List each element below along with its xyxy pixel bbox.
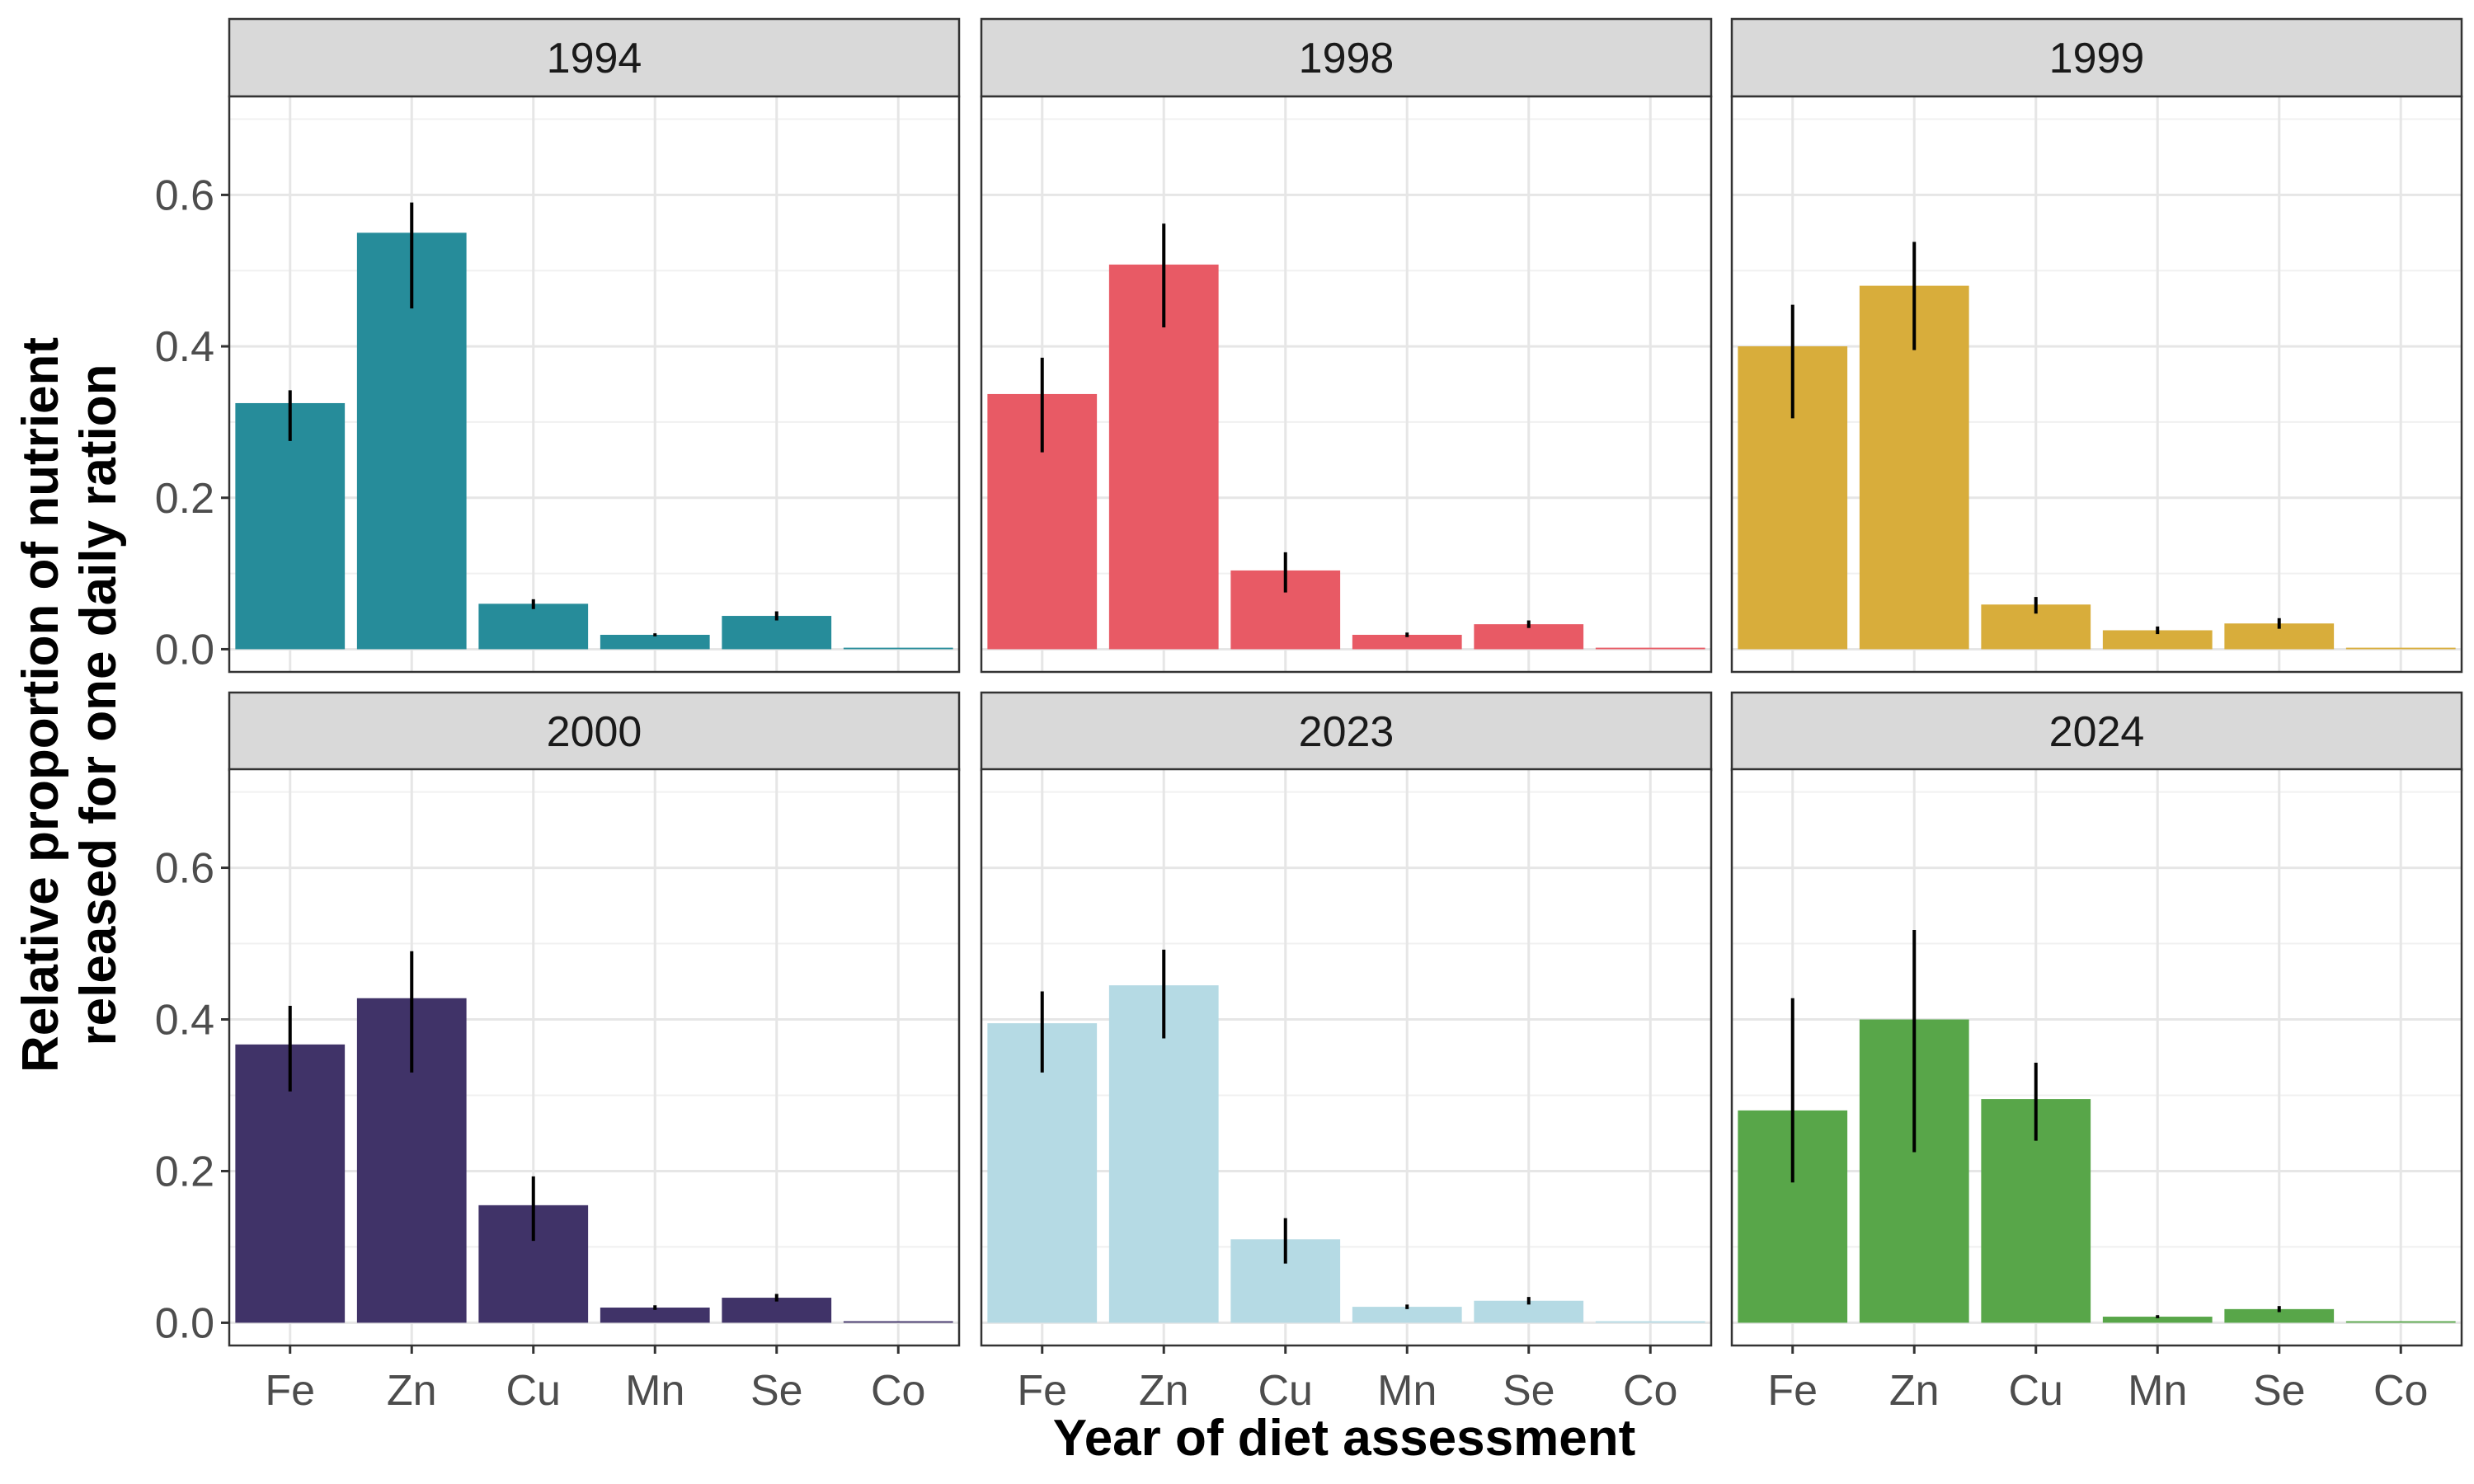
facet-strip bbox=[1730, 17, 2463, 98]
bar-se bbox=[722, 1298, 832, 1323]
x-tick-label-mn: Mn bbox=[625, 1367, 684, 1415]
facet-label: 2023 bbox=[1299, 708, 1395, 756]
panel-border bbox=[980, 95, 1713, 674]
bar-mn bbox=[2102, 1317, 2213, 1323]
bar-se bbox=[1474, 624, 1584, 650]
y-tick-label: 0.4 bbox=[155, 323, 214, 371]
facet-label: 2000 bbox=[547, 708, 642, 756]
y-tick-label: 0.0 bbox=[155, 626, 214, 674]
x-tick-label-mn: Mn bbox=[1377, 1367, 1437, 1415]
panel-1998: 1998 bbox=[980, 17, 1713, 674]
bar-mn bbox=[600, 1308, 710, 1323]
x-tick-label-zn: Zn bbox=[387, 1367, 437, 1415]
bar-mn bbox=[1352, 1307, 1462, 1323]
y-tick-label: 0.6 bbox=[155, 845, 214, 893]
x-tick-label-zn: Zn bbox=[1889, 1367, 1940, 1415]
facet-strip bbox=[228, 691, 961, 772]
plot-background bbox=[981, 96, 1711, 672]
bar-fe bbox=[235, 402, 346, 650]
x-tick-label-se: Se bbox=[750, 1367, 803, 1415]
panel-border bbox=[1730, 95, 2463, 674]
y-tick-label: 0.2 bbox=[155, 1148, 214, 1195]
panel-1994: 1994 0.0 0.2 0.4 0.6 bbox=[155, 17, 961, 674]
facet-strip bbox=[980, 17, 1713, 98]
bar-co bbox=[1595, 647, 1705, 650]
x-axis-title: Year of diet assessment bbox=[1053, 1410, 1635, 1467]
y-axis-title-line-2: released for one daily ration bbox=[70, 364, 127, 1046]
bar-co bbox=[843, 647, 953, 650]
facet-label: 1998 bbox=[1299, 35, 1395, 82]
panel-1999: 1999 bbox=[1730, 17, 2463, 674]
x-tick-label-co: Co bbox=[1623, 1367, 1677, 1415]
facet-strip bbox=[1730, 691, 2463, 772]
x-tick-label-cu: Cu bbox=[506, 1367, 561, 1415]
x-tick-label-cu: Cu bbox=[1258, 1367, 1313, 1415]
facet-label: 2024 bbox=[2049, 708, 2145, 756]
panel-border bbox=[228, 95, 961, 674]
y-tick-label: 0.4 bbox=[155, 997, 214, 1045]
y-axis-title-line-1: Relative proportion of nutrient bbox=[12, 337, 69, 1073]
bar-co bbox=[1595, 1321, 1705, 1323]
facet-label: 1999 bbox=[2049, 35, 2145, 82]
bar-mn bbox=[2102, 630, 2213, 650]
facet-label: 1994 bbox=[547, 35, 642, 82]
plot-background bbox=[229, 769, 959, 1345]
x-tick-label-fe: Fe bbox=[1017, 1367, 1067, 1415]
bar-mn bbox=[1352, 634, 1462, 650]
plot-background bbox=[1732, 769, 2462, 1345]
y-tick-label: 0.2 bbox=[155, 475, 214, 523]
panel-border bbox=[1730, 768, 2463, 1347]
x-tick-label-mn: Mn bbox=[2128, 1367, 2187, 1415]
x-tick-label-zn: Zn bbox=[1139, 1367, 1189, 1415]
bar-fe bbox=[987, 1023, 1098, 1323]
plot-background bbox=[981, 769, 1711, 1345]
bar-mn bbox=[600, 634, 710, 650]
facet-strip bbox=[228, 17, 961, 98]
panel-2023: 2023 Fe Zn Cu Mn Se Co bbox=[980, 691, 1713, 1415]
bar-co bbox=[2345, 647, 2456, 650]
panel-border bbox=[228, 768, 961, 1347]
x-tick-label-co: Co bbox=[871, 1367, 925, 1415]
panel-border bbox=[980, 768, 1713, 1347]
plot-background bbox=[229, 96, 959, 672]
y-tick-label: 0.0 bbox=[155, 1299, 214, 1347]
x-tick-label-se: Se bbox=[1503, 1367, 1555, 1415]
bar-se bbox=[2224, 1308, 2335, 1323]
bar-cu bbox=[478, 603, 589, 650]
x-tick-label-cu: Cu bbox=[2009, 1367, 2063, 1415]
bar-zn bbox=[1108, 264, 1219, 650]
x-tick-label-fe: Fe bbox=[265, 1367, 315, 1415]
panel-2000: 2000 0.0 0.2 0.4 0.6 Fe Zn Cu Mn Se Co bbox=[155, 691, 961, 1415]
plot-background bbox=[1732, 96, 2462, 672]
x-tick-label-co: Co bbox=[2373, 1367, 2428, 1415]
chart-panels: 1994 0.0 0.2 0.4 0.6 1998 1999 2000 0.0 0.2 0.4 0.6… bbox=[155, 17, 2463, 1415]
bar-co bbox=[2345, 1321, 2456, 1323]
bar-co bbox=[843, 1321, 953, 1323]
panel-2024: 2024 Fe Zn Cu Mn Se Co bbox=[1730, 691, 2463, 1415]
y-tick-label: 0.6 bbox=[155, 171, 214, 219]
x-tick-label-se: Se bbox=[2253, 1367, 2306, 1415]
bar-zn bbox=[1108, 985, 1219, 1323]
x-tick-label-fe: Fe bbox=[1767, 1367, 1818, 1415]
bar-se bbox=[722, 616, 832, 650]
